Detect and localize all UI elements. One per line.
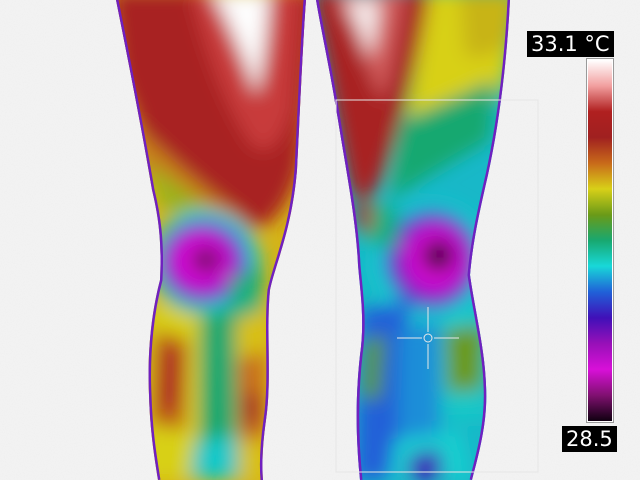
temperature-scale-bar: [586, 58, 614, 423]
left-leg-thermal: [116, 0, 306, 480]
crosshair-cursor: [397, 307, 459, 369]
scale-min-label: 28.5: [562, 426, 617, 452]
scale-max-label: 33.1 °C: [527, 31, 614, 57]
measurement-box: [335, 99, 539, 473]
